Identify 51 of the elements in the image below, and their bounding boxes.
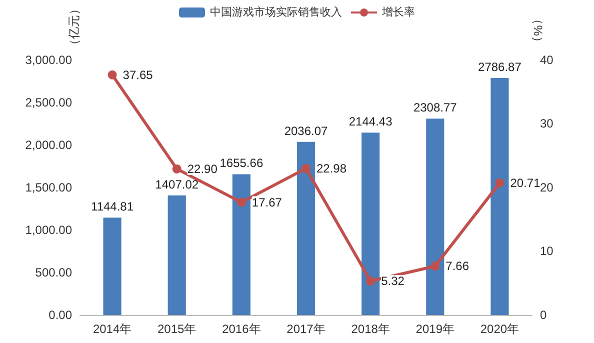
point	[108, 70, 117, 80]
y-tick-label: 1,500.00	[25, 180, 72, 194]
bar	[362, 132, 380, 315]
data-label: 1144.81	[91, 200, 134, 214]
data-label: 1407.02	[155, 177, 199, 192]
y2-tick-label: 0	[540, 308, 547, 322]
point	[236, 198, 246, 207]
point	[302, 164, 310, 173]
data-label: 2786.87	[478, 60, 522, 74]
y2-axis-title: （%）	[531, 13, 545, 48]
point	[495, 178, 504, 188]
legend-label: 增长率	[381, 6, 415, 18]
data-label: 22.90	[187, 162, 218, 176]
x-tick-label: 2018年	[351, 322, 390, 336]
y-tick-label: 3,000.00	[25, 52, 72, 67]
x-tick-label: 2020年	[480, 322, 520, 336]
bar	[426, 118, 444, 315]
data-label: 17.67	[252, 195, 282, 210]
x-tick-label: 2017年	[286, 322, 326, 336]
data-label: 2308.77	[413, 100, 458, 115]
data-label: 2144.43	[348, 114, 393, 129]
y-tick-label: 1,000.00	[25, 222, 72, 237]
bar	[490, 78, 509, 315]
data-label: 5.32	[381, 274, 405, 288]
bar	[168, 195, 186, 315]
y-tick-label: 2,500.00	[25, 95, 72, 110]
data-label: 20.71	[510, 176, 541, 190]
data-label: 22.98	[316, 161, 347, 176]
bar	[103, 218, 122, 315]
data-label: 2036.07	[284, 124, 328, 138]
y2-tick-label: 10	[540, 244, 554, 258]
data-label: 7.66	[446, 259, 470, 274]
y-tick-label: 500.00	[35, 265, 72, 280]
x-tick-label: 2019年	[416, 322, 454, 336]
point	[430, 262, 440, 271]
x-tick-label: 2015年	[158, 322, 196, 336]
data-label: 37.65	[122, 68, 154, 82]
y2-tick-label: 20	[540, 180, 554, 194]
bar	[296, 142, 316, 315]
bar	[232, 174, 250, 315]
y-tick-label: 2,000.00	[25, 138, 72, 152]
legend-label: 中国游戏市场实际销售收入	[210, 6, 342, 18]
y-tick-label: 0.00	[48, 308, 72, 322]
y2-tick-label: 30	[540, 116, 554, 131]
point	[366, 276, 376, 286]
y2-tick-label: 40	[540, 52, 554, 67]
point	[172, 164, 182, 174]
data-label: 1655.66	[220, 156, 264, 170]
x-tick-label: 2016年	[222, 322, 261, 336]
x-tick-label: 2014年	[92, 322, 132, 336]
y-axis-title: （亿元）	[67, 3, 81, 51]
